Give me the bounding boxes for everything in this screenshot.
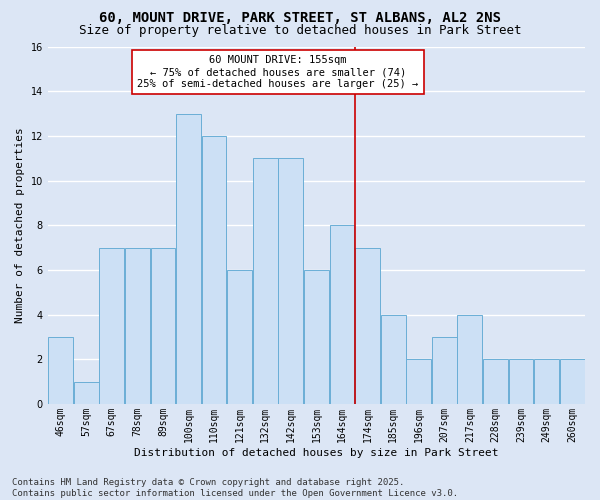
Bar [151,248,175,404]
Bar [253,158,278,404]
Text: 60, MOUNT DRIVE, PARK STREET, ST ALBANS, AL2 2NS: 60, MOUNT DRIVE, PARK STREET, ST ALBANS,… [99,11,501,25]
Bar [483,359,508,404]
Bar [125,248,150,404]
Bar [227,270,252,404]
Bar [202,136,226,404]
Bar [100,248,124,404]
Text: Contains HM Land Registry data © Crown copyright and database right 2025.
Contai: Contains HM Land Registry data © Crown c… [12,478,458,498]
Bar [355,248,380,404]
Bar [304,270,329,404]
Bar [176,114,201,404]
Text: 60 MOUNT DRIVE: 155sqm
← 75% of detached houses are smaller (74)
25% of semi-det: 60 MOUNT DRIVE: 155sqm ← 75% of detached… [137,56,419,88]
Bar [329,225,355,404]
Bar [406,359,431,404]
Bar [534,359,559,404]
Bar [457,314,482,404]
Bar [560,359,584,404]
Bar [509,359,533,404]
Bar [74,382,98,404]
Bar [432,337,457,404]
Bar [278,158,303,404]
Bar [381,314,406,404]
Text: Size of property relative to detached houses in Park Street: Size of property relative to detached ho… [79,24,521,37]
X-axis label: Distribution of detached houses by size in Park Street: Distribution of detached houses by size … [134,448,499,458]
Bar [48,337,73,404]
Y-axis label: Number of detached properties: Number of detached properties [15,128,25,323]
